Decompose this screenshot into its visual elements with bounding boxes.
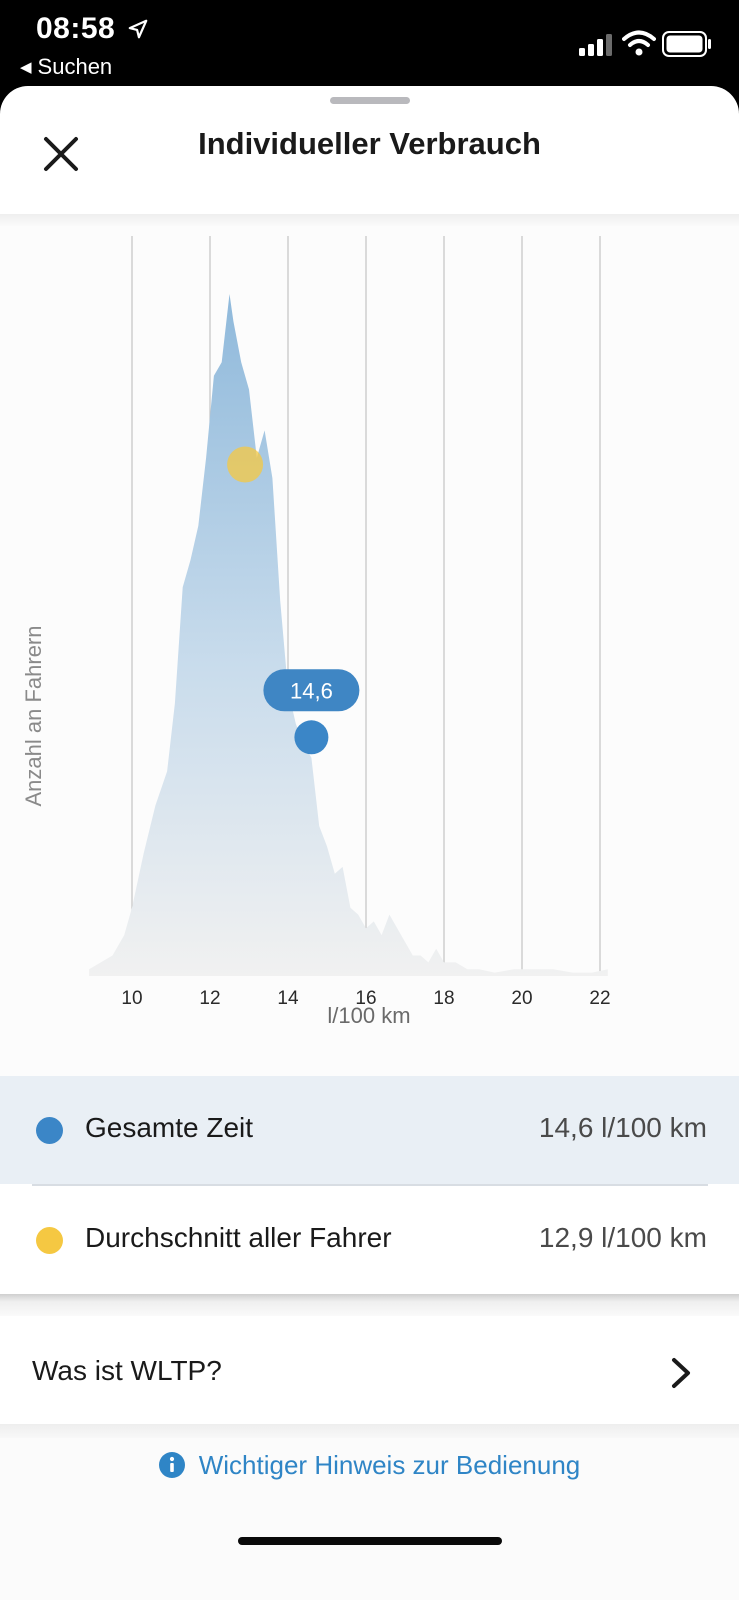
callout-label: 14,6 (290, 678, 333, 703)
legend-dot-total-time (36, 1117, 63, 1144)
marker-average-drivers (227, 446, 264, 483)
back-to-search-link[interactable]: ◀ Suchen (20, 54, 112, 80)
marker-total-time (294, 720, 329, 755)
chevron-right-icon (672, 1358, 690, 1388)
wltp-label: Was ist WLTP? (32, 1355, 222, 1386)
page-title: Individueller Verbrauch (198, 126, 541, 161)
legend-divider (32, 1184, 708, 1186)
x-tick-label: 10 (121, 988, 142, 1009)
status-time: 08:58 (36, 12, 116, 45)
x-axis-label: l/100 km (327, 1003, 410, 1028)
header-divider (0, 214, 739, 226)
close-icon[interactable] (38, 131, 84, 177)
home-indicator[interactable] (238, 1537, 502, 1545)
legend-row-total-time[interactable]: Gesamte Zeit 14,6 l/100 km (0, 1076, 739, 1184)
x-tick-label: 22 (589, 988, 610, 1009)
back-triangle-icon: ◀ (20, 59, 32, 76)
x-tick-label: 18 (433, 988, 454, 1009)
x-tick-label: 16 (355, 988, 376, 1009)
x-tick-label: 12 (199, 988, 220, 1009)
legend-row-average-drivers[interactable]: Durchschnitt aller Fahrer 12,9 l/100 km (0, 1186, 739, 1294)
battery-icon (662, 31, 711, 57)
section-separator (0, 1294, 739, 1316)
legend-value: 12,9 l/100 km (538, 1222, 707, 1253)
cellular-signal-icon (579, 34, 612, 56)
sheet-grabber[interactable] (330, 97, 410, 104)
status-bar: 08:58 ◀ Suchen (0, 0, 739, 90)
location-arrow-icon (128, 19, 148, 39)
y-axis-label: Anzahl an Fahrern (21, 626, 46, 807)
legend-label: Gesamte Zeit (85, 1112, 254, 1143)
chart-svg: 14,6 10 12 14 16 18 20 22 l/100 km Anzahl an F… (21, 236, 611, 1028)
info-icon (158, 1452, 185, 1478)
consumption-chart: 14,6 10 12 14 16 18 20 22 l/100 km Anzahl an F… (0, 226, 739, 1156)
usage-notice-label: Wichtiger Hinweis zur Bedienung (198, 1450, 581, 1480)
x-tick-label: 14 (277, 988, 299, 1009)
modal-sheet: Individueller Verbrauch 14,6 10 12 14 16 18 2… (0, 86, 739, 1600)
usage-notice-link[interactable]: Wichtiger Hinweis zur Bedienung (0, 1450, 739, 1481)
back-label: Suchen (37, 54, 113, 79)
distribution-area (89, 294, 608, 976)
footer: Wichtiger Hinweis zur Bedienung (0, 1438, 739, 1600)
legend-value: 14,6 l/100 km (538, 1112, 707, 1143)
legend-dot-average (36, 1227, 63, 1254)
section-separator (0, 1424, 739, 1438)
wifi-icon (622, 30, 656, 56)
x-tick-label: 20 (511, 988, 532, 1009)
value-callout: 14,6 (263, 669, 360, 712)
legend-label: Durchschnitt aller Fahrer (85, 1222, 392, 1253)
wltp-info-row[interactable]: Was ist WLTP? (0, 1316, 739, 1424)
callout-bubble (263, 669, 360, 712)
